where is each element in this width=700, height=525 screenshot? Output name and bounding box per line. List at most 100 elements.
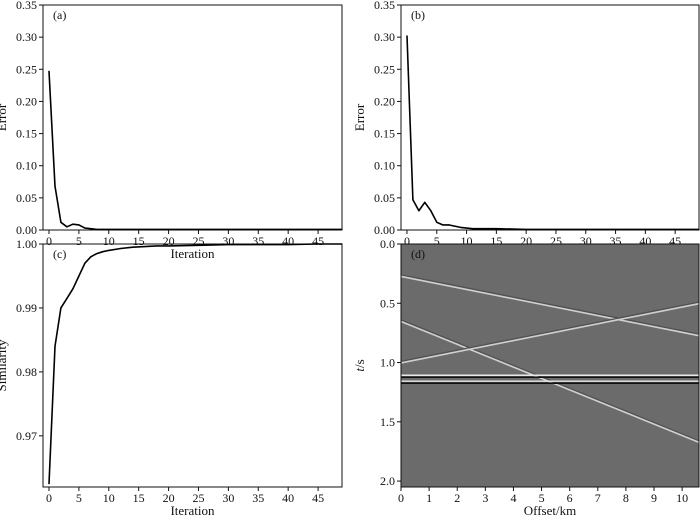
y-tick-label: 0.20 xyxy=(374,94,395,108)
x-tick-label: 30 xyxy=(222,491,234,505)
y-axis-label: Error xyxy=(0,103,9,131)
data-point xyxy=(585,228,587,230)
x-tick-label: 4 xyxy=(510,491,516,505)
seismic-event-0 xyxy=(400,275,700,337)
data-point xyxy=(412,199,414,201)
x-tick-label: 10 xyxy=(103,234,115,248)
x-tick-label: 2 xyxy=(454,491,460,505)
y-tick-label: 0.25 xyxy=(374,62,395,76)
data-point xyxy=(48,70,50,72)
seismic-event-2-shadow xyxy=(400,301,700,362)
x-tick-label: 45 xyxy=(312,491,324,505)
y-tick-label: 0.99 xyxy=(16,301,37,315)
data-point xyxy=(102,228,104,230)
data-point xyxy=(555,228,557,230)
y-tick-label: 0.15 xyxy=(374,127,395,141)
y-tick-label: 0.10 xyxy=(16,159,37,173)
seismic-event-0-shadow xyxy=(400,274,700,335)
data-point xyxy=(406,35,408,37)
data-point xyxy=(197,244,200,246)
y-axis-label: t/s xyxy=(352,359,367,371)
data-point xyxy=(96,228,98,230)
x-tick-label: 45 xyxy=(312,234,324,248)
y-tick-label: 1.0 xyxy=(380,356,395,370)
x-tick-label: 7 xyxy=(595,491,601,505)
axes-frame xyxy=(400,4,700,231)
x-tick-label: 35 xyxy=(252,491,264,505)
seismic-event-1-shadow xyxy=(400,319,700,442)
data-point xyxy=(108,228,110,230)
x-tick-label: 15 xyxy=(133,491,145,505)
data-point xyxy=(78,275,80,277)
x-tick-label: 5 xyxy=(76,234,82,248)
seismic-background xyxy=(401,244,699,487)
x-axis-label: Offset/km xyxy=(524,503,576,518)
data-point xyxy=(644,228,646,230)
x-tick-label: 35 xyxy=(252,234,264,248)
data-point xyxy=(495,228,497,230)
data-point xyxy=(287,228,289,230)
x-tick-label: 5 xyxy=(434,234,440,248)
data-point xyxy=(465,227,468,229)
x-tick-label: 25 xyxy=(192,491,204,505)
data-point xyxy=(674,228,676,230)
data-point xyxy=(471,228,474,230)
data-point xyxy=(84,262,86,264)
data-point xyxy=(430,210,432,212)
series-line xyxy=(406,35,699,231)
seismic-event-1 xyxy=(400,320,700,444)
y-tick-label: 0.35 xyxy=(374,0,395,12)
y-tick-label: 0.10 xyxy=(374,159,395,173)
x-tick-label: 20 xyxy=(163,491,175,505)
data-point xyxy=(132,246,134,248)
data-point xyxy=(448,224,450,226)
y-tick-label: 1.5 xyxy=(380,415,395,429)
data-point xyxy=(197,228,200,230)
data-point xyxy=(227,244,229,246)
x-tick-label: 0 xyxy=(398,491,404,505)
data-point xyxy=(614,228,617,230)
x-tick-label: 40 xyxy=(282,491,294,505)
data-point xyxy=(341,243,343,245)
x-tick-label: 1 xyxy=(426,491,432,505)
data-point xyxy=(287,244,289,246)
y-tick-label: 0.15 xyxy=(16,127,37,141)
data-point xyxy=(454,225,456,227)
data-point xyxy=(90,228,92,230)
data-point xyxy=(54,185,56,187)
data-point xyxy=(424,201,426,203)
x-tick-label: 10 xyxy=(103,491,115,505)
y-tick-label: 0.25 xyxy=(16,62,37,76)
y-tick-label: 2.0 xyxy=(380,474,395,488)
data-point xyxy=(54,345,56,347)
series-line xyxy=(48,243,342,484)
y-tick-label: 0.00 xyxy=(374,223,395,237)
data-point xyxy=(72,288,74,290)
data-point xyxy=(156,245,158,247)
data-point xyxy=(138,228,140,230)
y-tick-label: 0.30 xyxy=(16,30,37,44)
data-point xyxy=(84,227,86,229)
y-tick-label: 0.35 xyxy=(16,0,37,12)
series-line xyxy=(48,71,342,231)
y-tick-label: 0.5 xyxy=(380,296,395,310)
y-tick-label: 0.20 xyxy=(16,94,37,108)
axes-frame xyxy=(42,243,343,488)
data-point xyxy=(257,244,259,246)
data-point xyxy=(167,228,170,230)
x-tick-label: 5 xyxy=(539,491,545,505)
y-tick-label: 0.00 xyxy=(16,223,37,237)
x-tick-label: 8 xyxy=(623,491,629,505)
data-point xyxy=(144,245,146,248)
data-point xyxy=(460,226,462,229)
y-tick-label: 0.30 xyxy=(374,30,395,44)
panel-letter: (b) xyxy=(411,8,425,22)
data-point xyxy=(698,228,700,230)
x-tick-label: 3 xyxy=(482,491,488,505)
x-axis-label: Iteration xyxy=(170,246,215,261)
data-point xyxy=(90,256,92,258)
data-point xyxy=(78,224,80,226)
y-tick-label: 0.05 xyxy=(374,191,395,205)
data-point xyxy=(341,228,343,230)
data-point xyxy=(257,228,259,230)
